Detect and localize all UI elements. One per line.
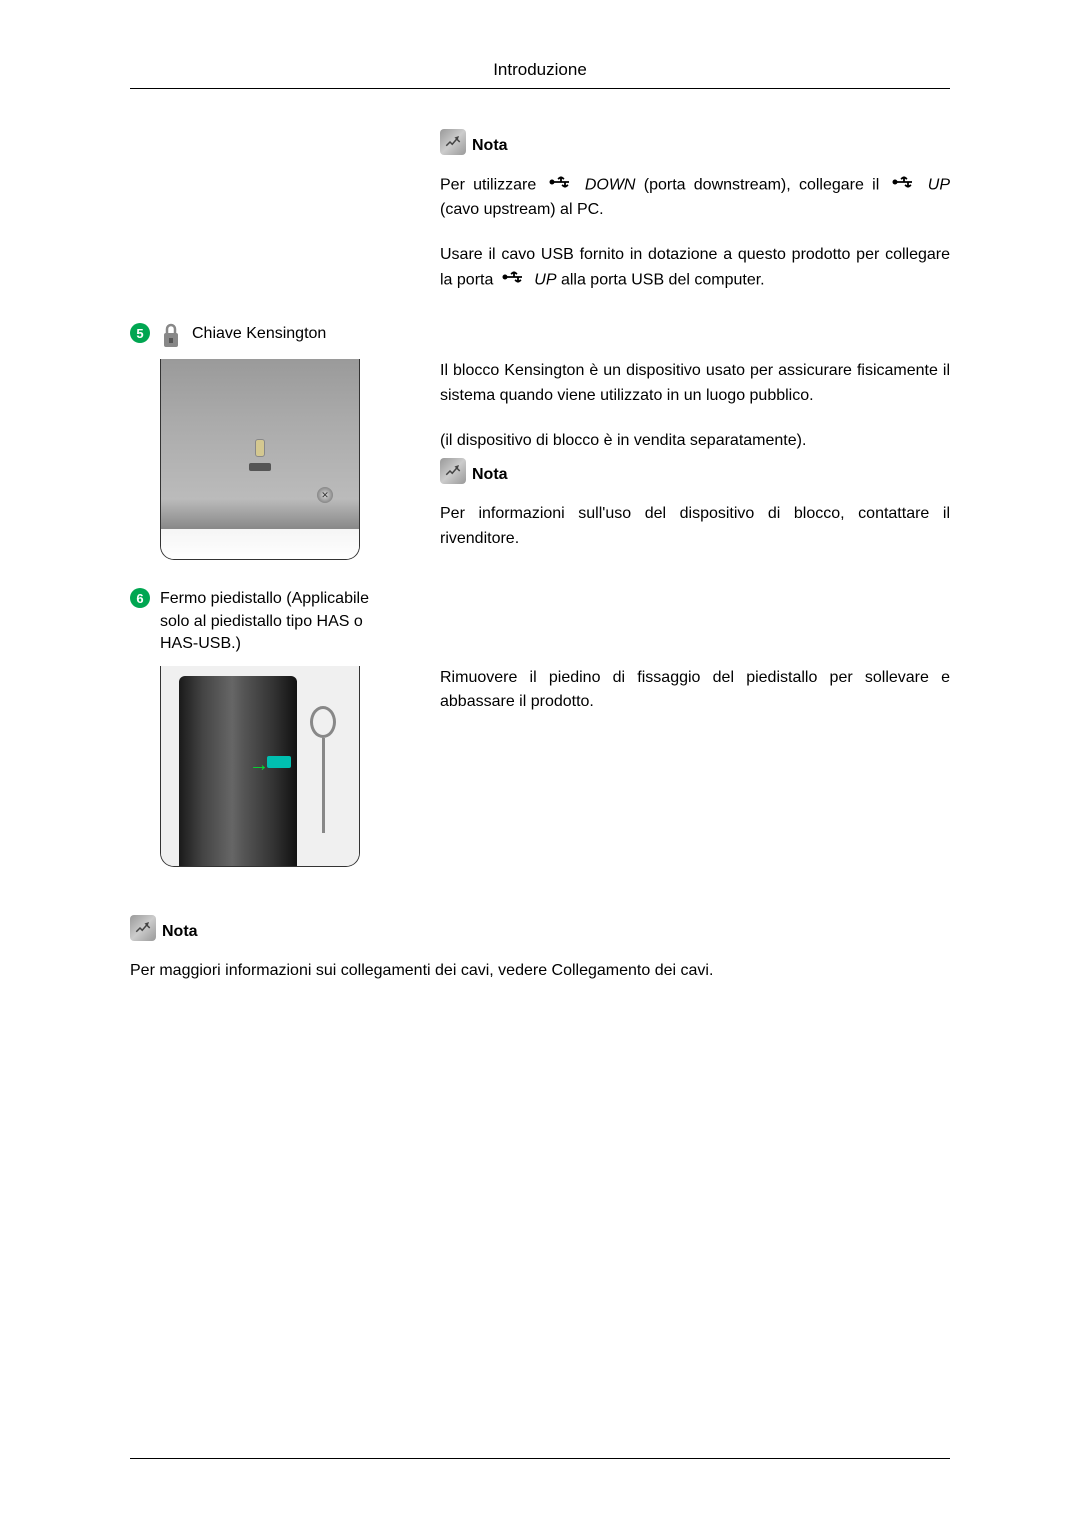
item-5-header: 5 Chiave Kensington bbox=[130, 323, 950, 349]
item-6-header: 6 Fermo piedistallo (Applica­bile solo a… bbox=[130, 588, 950, 655]
footer-text: Per maggiori informazioni sui collegamen… bbox=[130, 959, 950, 983]
usb-text-2: Usare il cavo USB fornito in dotazione a… bbox=[440, 243, 950, 293]
nota-label: Nota bbox=[472, 137, 508, 155]
usb-down-icon bbox=[549, 173, 573, 198]
item-5-label: Chiave Kensington bbox=[192, 323, 326, 345]
nota-block-usb: Nota bbox=[440, 129, 950, 155]
kensington-image bbox=[160, 359, 360, 560]
usb-up-icon bbox=[892, 173, 916, 198]
nota-label: Nota bbox=[162, 923, 198, 941]
note-icon bbox=[440, 129, 466, 155]
item-5-desc-1: Il blocco Kensington è un dispositivo us… bbox=[440, 359, 950, 409]
stand-image: → bbox=[160, 666, 360, 867]
badge-6: 6 bbox=[130, 588, 150, 608]
item-5-nota-text: Per informazioni sull'uso del dispositiv… bbox=[440, 502, 950, 552]
usb-text-1: Per utilizzare DOWN (porta down­stream),… bbox=[440, 173, 950, 223]
nota-label: Nota bbox=[472, 466, 508, 484]
item-5-desc-2: (il dispositivo di blocco è in vendita s… bbox=[440, 429, 950, 454]
usb-up-icon-2 bbox=[502, 268, 526, 293]
item-6-desc: Rimuovere il piedino di fissaggio del pi… bbox=[440, 666, 950, 716]
page-title: Introduzione bbox=[130, 60, 950, 89]
note-icon bbox=[440, 458, 466, 484]
note-icon bbox=[130, 915, 156, 941]
footer-rule bbox=[130, 1458, 950, 1459]
nota-block-footer: Nota bbox=[130, 915, 950, 941]
badge-5: 5 bbox=[130, 323, 150, 343]
kensington-lock-icon bbox=[160, 323, 182, 349]
item-6-label: Fermo piedistallo (Applica­bile solo al … bbox=[160, 588, 400, 655]
nota-block-kensington: Nota bbox=[440, 458, 950, 484]
